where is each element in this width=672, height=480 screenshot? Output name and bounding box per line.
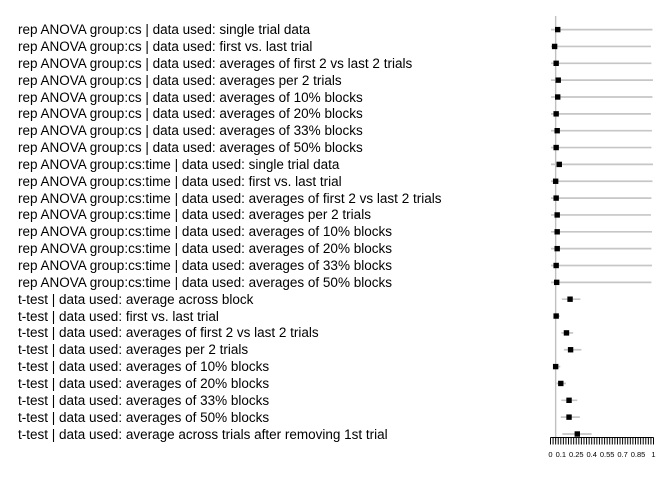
point-marker <box>552 178 559 184</box>
row-label: rep ANOVA group:cs:time | data used: ave… <box>18 274 392 290</box>
point-marker <box>554 212 560 218</box>
point-marker <box>553 60 559 66</box>
row-label: rep ANOVA group:cs:time | data used: ave… <box>18 190 442 206</box>
point-marker <box>553 111 559 117</box>
point-marker <box>567 296 573 302</box>
x-tick-label: 0.4 <box>586 450 596 459</box>
point-marker <box>551 43 558 50</box>
point-marker <box>553 313 559 319</box>
row-label: t-test | data used: averages of 50% bloc… <box>18 409 270 425</box>
row-label: rep ANOVA group:cs:time | data used: ave… <box>18 241 392 257</box>
row-label: t-test | data used: averages of 10% bloc… <box>18 359 270 375</box>
row-label: rep ANOVA group:cs | data used: averages… <box>18 89 363 105</box>
point-marker <box>555 94 561 100</box>
row-label: t-test | data used: averages per 2 trial… <box>18 342 249 358</box>
point-marker <box>567 347 574 353</box>
row-label: rep ANOVA group:cs | data used: averages… <box>18 106 363 122</box>
row-label: t-test | data used: averages of first 2 … <box>18 325 319 341</box>
row-label: rep ANOVA group:cs | data used: averages… <box>18 123 363 139</box>
row-label: rep ANOVA group:cs:time | data used: ave… <box>18 258 392 273</box>
x-tick-label: 1 <box>651 450 655 459</box>
point-marker <box>566 414 572 420</box>
row-label: rep ANOVA group:cs | data used: averages… <box>18 72 342 88</box>
row-label: rep ANOVA group:cs | data used: first vs… <box>18 38 313 54</box>
row-label: rep ANOVA group:cs | data used: averages… <box>18 140 363 156</box>
point-marker <box>552 363 559 370</box>
point-marker <box>553 279 560 286</box>
row-label: t-test | data used: first vs. last trial <box>18 308 219 324</box>
row-label: rep ANOVA group:cs | data used: averages… <box>18 55 413 71</box>
x-tick-label: 0.25 <box>569 450 584 459</box>
point-marker <box>554 245 560 252</box>
point-marker <box>553 144 559 151</box>
row-label: rep ANOVA group:cs:time | data used: sin… <box>18 156 340 172</box>
row-label: rep ANOVA group:cs:time | data used: ave… <box>18 207 371 223</box>
point-marker <box>574 431 580 437</box>
point-marker <box>554 229 560 235</box>
row-label: rep ANOVA group:cs:time | data used: ave… <box>18 224 392 240</box>
row-label: t-test | data used: averages of 20% bloc… <box>18 375 270 391</box>
x-tick-label: 0 <box>548 450 552 459</box>
row-label: t-test | data used: averages of 33% bloc… <box>18 392 270 408</box>
row-label: t-test | data used: average across trial… <box>18 426 388 442</box>
point-marker <box>554 128 560 134</box>
x-tick-label: 0.55 <box>600 450 615 459</box>
point-marker <box>555 77 561 83</box>
point-marker <box>553 262 559 269</box>
point-marker <box>555 26 561 33</box>
point-marker <box>553 195 559 201</box>
x-tick-label: 0.85 <box>631 450 646 459</box>
row-label: rep ANOVA group:cs:time | data used: fir… <box>18 173 342 189</box>
point-marker <box>556 161 562 168</box>
point-marker <box>558 380 564 387</box>
x-tick-label: 0.1 <box>556 450 566 459</box>
row-label: rep ANOVA group:cs | data used: single t… <box>18 22 311 38</box>
point-marker <box>563 330 570 336</box>
point-marker <box>566 397 572 403</box>
x-tick-label: 0.7 <box>617 450 627 459</box>
row-label: t-test | data used: average across block <box>18 291 254 307</box>
